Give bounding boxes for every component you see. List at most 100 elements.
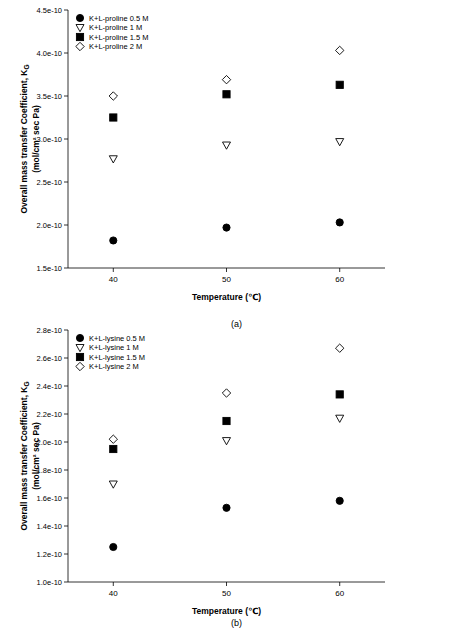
y-tick-label: 1.5e-10 — [37, 264, 62, 273]
y-tick-label: 2.8e-10 — [37, 326, 62, 335]
y-tick-label: 1.6e-10 — [37, 494, 62, 503]
legend-label: K+L-lysine 0.5 M — [89, 334, 145, 343]
legend-label: K+L-proline 2 M — [89, 42, 142, 51]
point — [110, 543, 117, 550]
x-tick-label: 60 — [335, 275, 344, 284]
y-label-text: Overall mass transfer Coefficient, K — [19, 386, 29, 531]
y-tick-label: 2.6e-10 — [37, 354, 62, 363]
y-tick — [64, 182, 68, 183]
legend-label: K+L-lysine 1.5 M — [89, 353, 145, 362]
y-tick — [64, 414, 68, 415]
point — [223, 417, 230, 424]
y-tick-label: 3.5e-10 — [37, 92, 62, 101]
y-tick — [64, 526, 68, 527]
x-tick-label: 50 — [222, 589, 231, 598]
legend-symbol — [76, 362, 84, 370]
point — [336, 344, 344, 352]
y-tick — [64, 498, 68, 499]
points — [109, 344, 344, 551]
point — [336, 415, 344, 422]
x-label: Temperature (℃) — [192, 606, 261, 616]
x-tick — [226, 268, 227, 272]
y-tick — [64, 470, 68, 471]
y-tick — [64, 139, 68, 140]
x-tick-label: 40 — [109, 275, 118, 284]
y-tick — [64, 554, 68, 555]
legend-label: K+L-proline 1.5 M — [89, 33, 148, 42]
point — [223, 438, 231, 445]
point — [336, 497, 343, 504]
point — [110, 445, 117, 452]
y-tick — [64, 268, 68, 269]
point — [223, 142, 231, 149]
point — [223, 91, 230, 98]
y-tick-label: 2.2e-10 — [37, 410, 62, 419]
y-label-units: (mol/cm² sec Pa) — [31, 422, 41, 490]
y-tick-label: 4.0e-10 — [37, 49, 62, 58]
legend-symbol — [76, 14, 83, 21]
y-tick-label: 2.0e-10 — [37, 221, 62, 230]
legend-symbol — [76, 345, 84, 352]
x-tick-label: 40 — [109, 589, 118, 598]
legend: K+L-proline 0.5 MK+L-proline 1 MK+L-prol… — [76, 14, 149, 52]
y-label-text: Overall mass transfer Coefficient, K — [19, 69, 29, 214]
y-tick — [64, 96, 68, 97]
y-tick — [64, 10, 68, 11]
caption: (b) — [231, 618, 242, 628]
point — [222, 75, 230, 83]
legend-symbol — [76, 25, 84, 32]
x-tick-label: 60 — [335, 589, 344, 598]
y-label-units: (mol/cm² sec Pa) — [31, 105, 41, 173]
legend-symbol — [76, 42, 84, 50]
legend-label: K+L-proline 0.5 M — [89, 14, 148, 23]
y-label: Overall mass transfer Coefficient, KG — [19, 64, 30, 213]
legend-label: K+L-lysine 2 M — [89, 362, 139, 371]
point — [336, 81, 343, 88]
point — [110, 237, 117, 244]
y-tick — [64, 53, 68, 54]
x-tick-label: 50 — [222, 275, 231, 284]
point — [223, 224, 230, 231]
points — [109, 46, 344, 244]
point — [109, 481, 117, 488]
x-tick — [339, 268, 340, 272]
legend: K+L-lysine 0.5 MK+L-lysine 1 MK+L-lysine… — [76, 334, 145, 372]
x-tick — [226, 582, 227, 586]
point — [336, 391, 343, 398]
y-tick — [64, 330, 68, 331]
legend-symbol — [76, 353, 83, 360]
y-axis — [68, 330, 69, 582]
x-tick — [113, 268, 114, 272]
point — [223, 504, 230, 511]
y-tick — [64, 386, 68, 387]
x-label: Temperature (℃) — [192, 292, 261, 302]
point — [109, 435, 117, 443]
legend-label: K+L-lysine 1 M — [89, 343, 139, 352]
point — [110, 114, 117, 121]
x-tick — [339, 582, 340, 586]
point — [336, 219, 343, 226]
x-tick — [113, 582, 114, 586]
point — [109, 156, 117, 163]
legend-symbol — [76, 33, 83, 40]
y-tick-label: 2.4e-10 — [37, 382, 62, 391]
chart: 1.0e-101.2e-101.4e-101.6e-101.8e-102.0e-… — [19, 326, 385, 628]
y-tick — [64, 358, 68, 359]
chart: 1.5e-102.0e-102.5e-103.0e-103.5e-104.0e-… — [19, 6, 385, 329]
y-label: Overall mass transfer Coefficient, KG — [19, 381, 30, 530]
y-tick-label: 1.0e-10 — [37, 578, 62, 587]
figure: 1.5e-102.0e-102.5e-103.0e-103.5e-104.0e-… — [0, 0, 449, 634]
y-tick-label: 1.2e-10 — [37, 550, 62, 559]
y-tick-label: 1.4e-10 — [37, 522, 62, 531]
legend-label: K+L-proline 1 M — [89, 23, 142, 32]
legend-symbol — [76, 334, 83, 341]
y-tick — [64, 442, 68, 443]
y-tick-label: 4.5e-10 — [37, 6, 62, 15]
y-label-subscript: G — [23, 64, 30, 69]
point — [336, 46, 344, 54]
point — [222, 389, 230, 397]
point — [336, 139, 344, 146]
caption: (a) — [231, 319, 242, 329]
y-tick-label: 2.5e-10 — [37, 178, 62, 187]
y-tick — [64, 582, 68, 583]
